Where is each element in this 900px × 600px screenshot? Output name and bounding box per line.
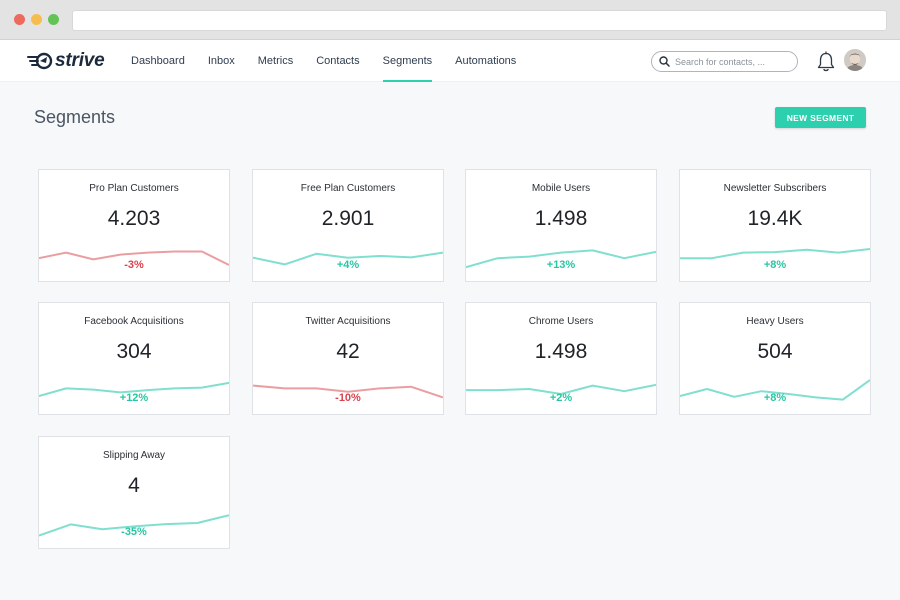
- segment-value: 4.203: [107, 207, 161, 230]
- segment-change: +4%: [336, 259, 360, 271]
- segment-change: +8%: [763, 392, 787, 404]
- segment-value: 1.498: [534, 340, 588, 363]
- search-box: [651, 51, 798, 72]
- nav-automations[interactable]: Automations: [455, 55, 517, 67]
- segment-value: 304: [116, 340, 152, 363]
- sparkline-path: [680, 248, 870, 260]
- main-nav: Dashboard Inbox Metrics Contacts Segment…: [131, 40, 539, 82]
- brand-logo[interactable]: strive: [27, 50, 105, 72]
- sparkline-path: [253, 384, 443, 399]
- segment-value: 4: [128, 474, 140, 497]
- bell-icon[interactable]: [816, 51, 836, 73]
- segment-card[interactable]: Pro Plan Customers 4.203 -3%: [38, 169, 230, 282]
- segment-sparkline: [39, 381, 229, 397]
- top-navbar: strive Dashboard Inbox Metrics Contacts …: [0, 40, 900, 82]
- nav-segments[interactable]: Segments: [382, 40, 432, 82]
- segment-card[interactable]: Slipping Away 4 -35%: [38, 436, 230, 549]
- segment-sparkline: [39, 514, 229, 537]
- segment-sparkline: [253, 251, 443, 266]
- segment-title: Twitter Acquisitions: [305, 316, 391, 327]
- segment-card[interactable]: Facebook Acquisitions 304 +12%: [38, 302, 230, 415]
- segment-change: -3%: [124, 259, 144, 271]
- new-segment-button[interactable]: NEW SEGMENT: [775, 107, 866, 128]
- page-title: Segments: [34, 107, 116, 127]
- sparkline-path: [466, 383, 656, 395]
- segment-card[interactable]: Heavy Users 504 +8%: [679, 302, 871, 415]
- sparkline-path: [39, 381, 229, 397]
- window-maximize-dot[interactable]: [48, 14, 59, 25]
- segment-title: Facebook Acquisitions: [84, 316, 184, 327]
- search-icon: [659, 56, 670, 67]
- brand-name: strive: [55, 50, 105, 71]
- sparkline-path: [680, 379, 870, 401]
- avatar[interactable]: [844, 49, 866, 71]
- sparkline-path: [253, 251, 443, 266]
- segment-card[interactable]: Mobile Users 1.498 +13%: [465, 169, 657, 282]
- segment-title: Chrome Users: [528, 316, 594, 327]
- segment-title: Mobile Users: [531, 183, 591, 194]
- segment-card[interactable]: Free Plan Customers 2.901 +4%: [252, 169, 444, 282]
- segment-change: -10%: [335, 392, 361, 404]
- nav-inbox[interactable]: Inbox: [207, 55, 235, 67]
- nav-contacts[interactable]: Contacts: [316, 55, 360, 67]
- segment-value: 19.4K: [747, 207, 803, 230]
- segment-change: +12%: [119, 392, 149, 404]
- window-close-dot[interactable]: [14, 14, 25, 25]
- segment-card[interactable]: Twitter Acquisitions 42 -10%: [252, 302, 444, 415]
- segment-title: Newsletter Subscribers: [723, 183, 827, 194]
- segment-value: 1.498: [534, 207, 588, 230]
- nav-metrics[interactable]: Metrics: [257, 55, 294, 67]
- user-avatar-icon: [844, 49, 866, 71]
- segment-change: +2%: [549, 392, 573, 404]
- segment-sparkline: [39, 250, 229, 266]
- nav-dashboard[interactable]: Dashboard: [131, 55, 185, 67]
- segment-title: Free Plan Customers: [300, 183, 396, 194]
- segment-sparkline: [680, 379, 870, 401]
- logo-icon: [27, 52, 53, 70]
- segment-card[interactable]: Newsletter Subscribers 19.4K +8%: [679, 169, 871, 282]
- search-input[interactable]: [675, 56, 787, 67]
- segment-sparkline: [253, 384, 443, 399]
- sparkline-path: [466, 249, 656, 269]
- segment-change: +13%: [546, 259, 576, 271]
- window-minimize-dot[interactable]: [31, 14, 42, 25]
- sparkline-path: [39, 514, 229, 537]
- segment-value: 504: [757, 340, 793, 363]
- segment-card[interactable]: Chrome Users 1.498 +2%: [465, 302, 657, 415]
- segment-change: +8%: [763, 259, 787, 271]
- segment-value: 2.901: [321, 207, 375, 230]
- segment-sparkline: [466, 249, 656, 269]
- segment-title: Pro Plan Customers: [89, 183, 179, 194]
- segment-title: Heavy Users: [746, 316, 804, 327]
- address-bar[interactable]: [72, 10, 887, 31]
- segment-sparkline: [466, 383, 656, 395]
- sparkline-path: [39, 250, 229, 266]
- segment-value: 42: [336, 340, 360, 363]
- browser-chrome: [0, 0, 900, 40]
- segment-change: -35%: [121, 526, 147, 538]
- segment-sparkline: [680, 248, 870, 260]
- segment-title: Slipping Away: [102, 450, 166, 461]
